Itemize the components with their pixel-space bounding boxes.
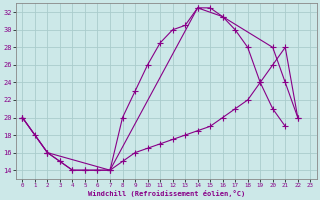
X-axis label: Windchill (Refroidissement éolien,°C): Windchill (Refroidissement éolien,°C) — [88, 190, 245, 197]
